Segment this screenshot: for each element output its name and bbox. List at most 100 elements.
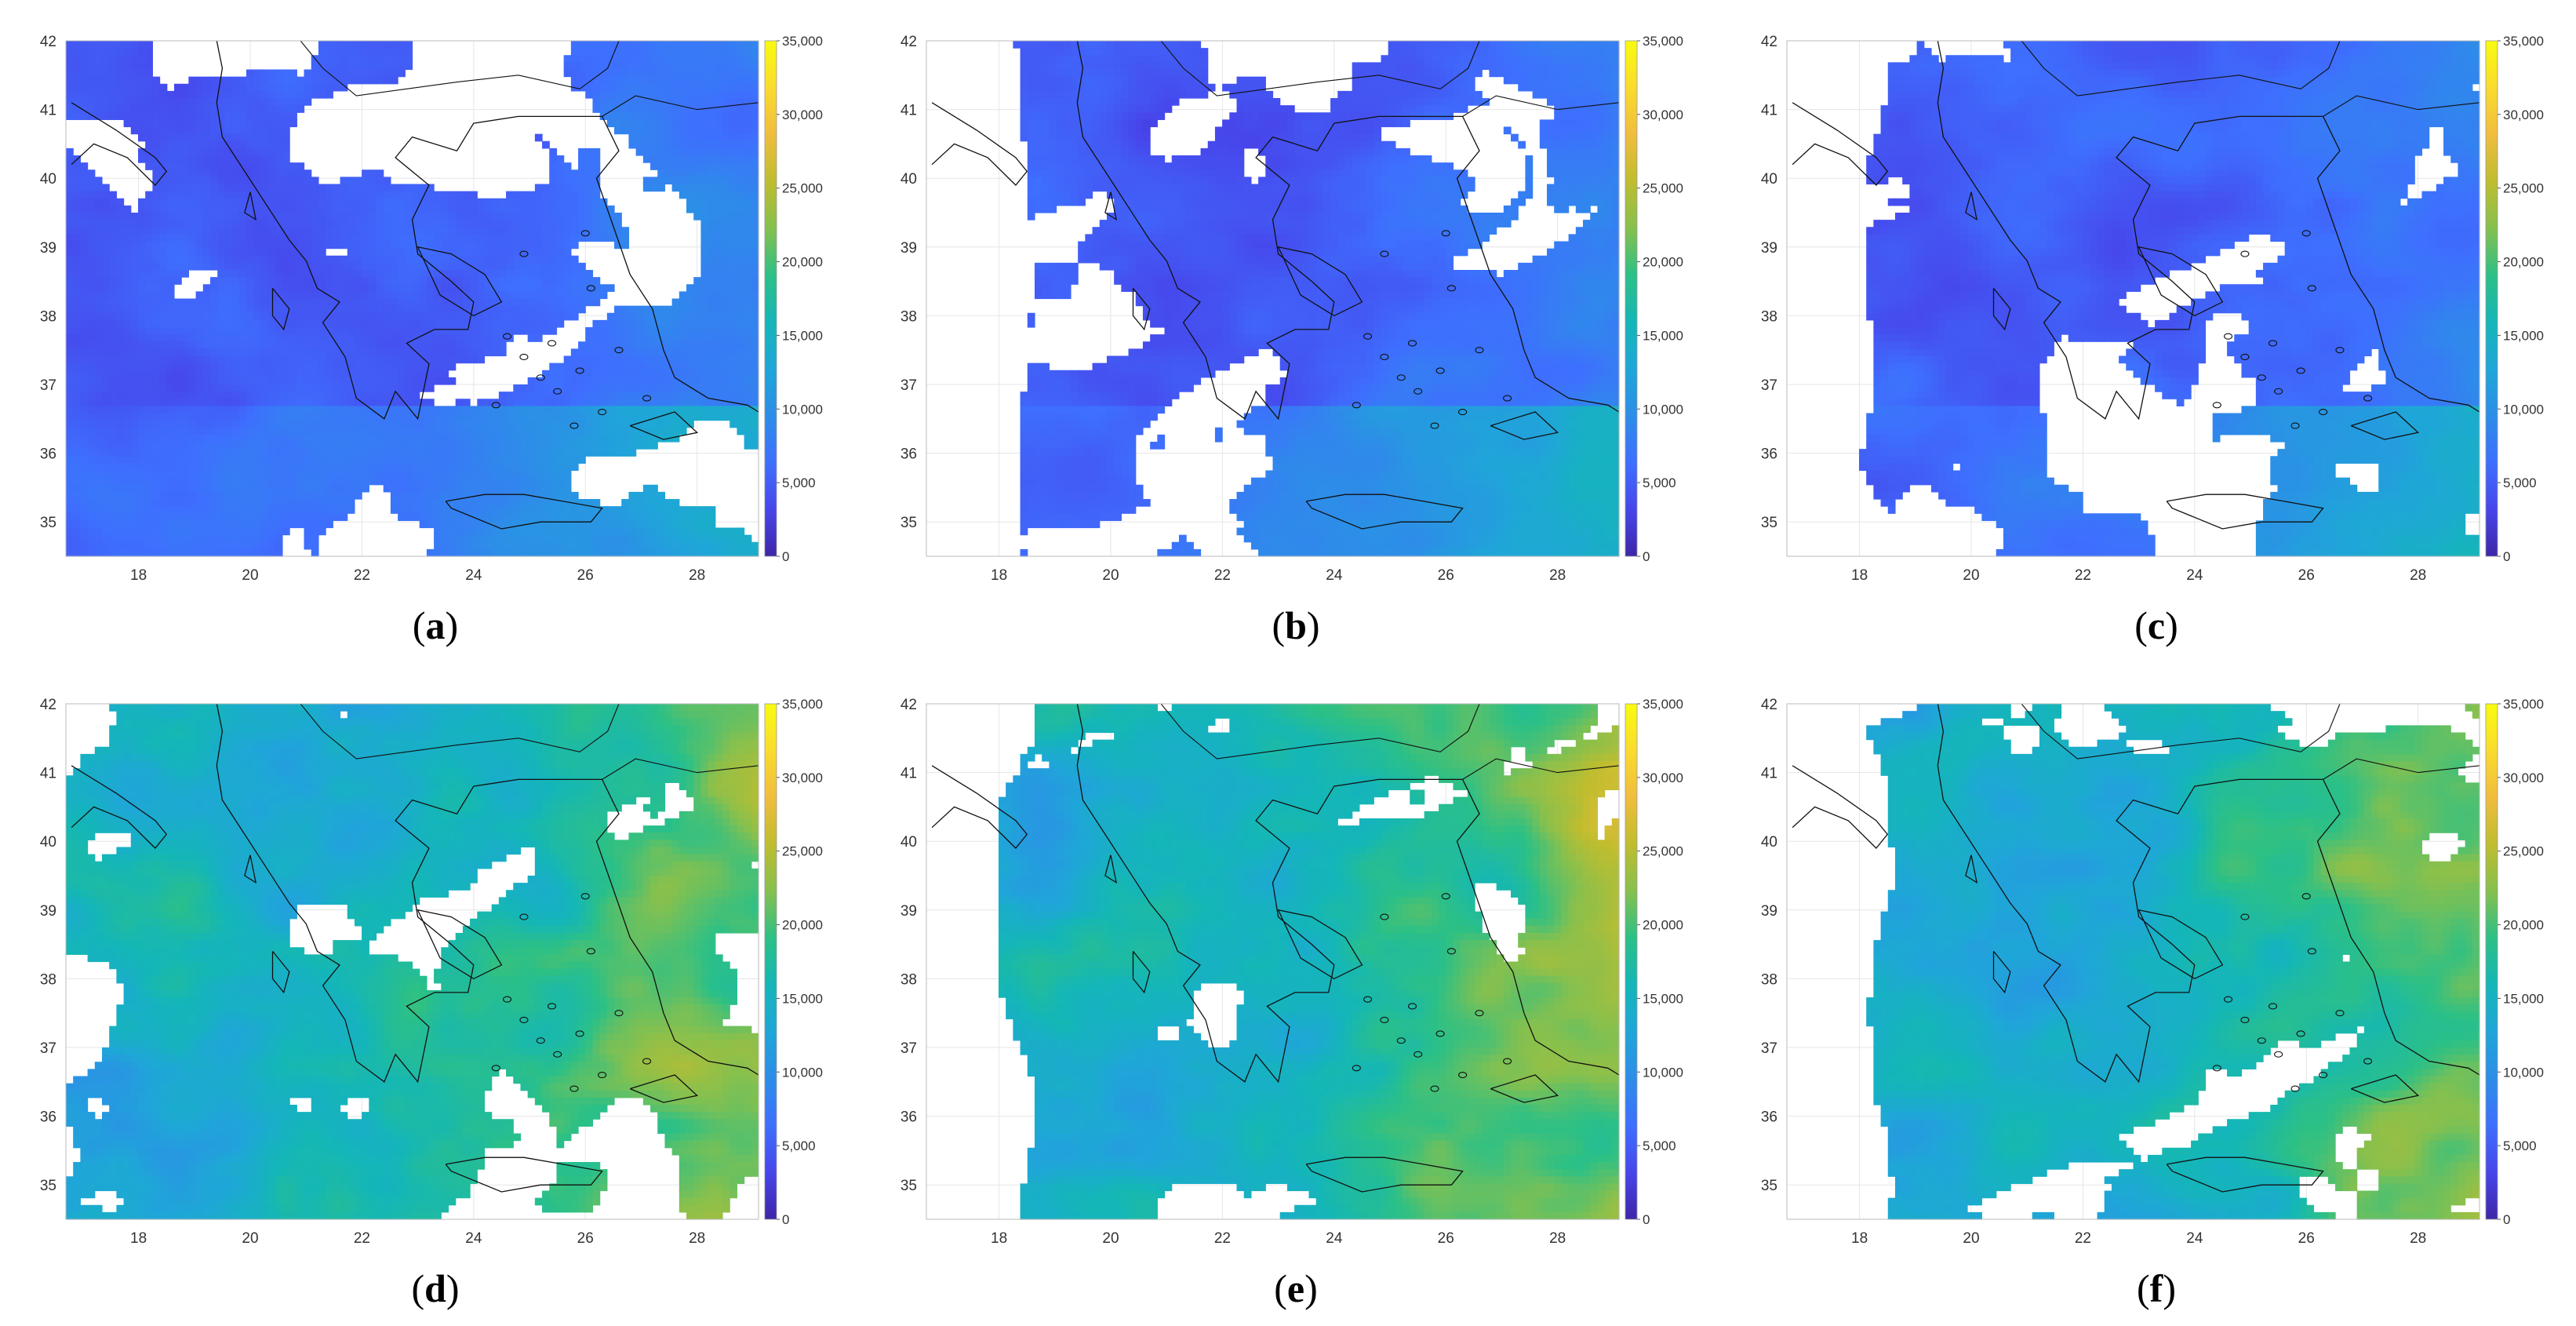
data-field [998,704,1620,1220]
colorbar-scale [1625,703,1638,1220]
coastline [1305,1157,1464,1193]
island-outline [519,1016,529,1024]
island-outline [1458,408,1468,416]
y-tick-label: 35 [40,515,56,531]
panel-caption-c: (c) [2078,603,2235,648]
country-border [1160,40,1480,97]
coastline [1965,191,1978,221]
coastline [445,1157,603,1193]
island-outline [536,1037,545,1044]
colorbar-tick-label: 5,000 [782,475,816,490]
island-outline [614,347,624,354]
coastline [1277,909,1363,980]
y-tick-label: 39 [901,903,917,920]
island-outline [1441,230,1450,237]
island-outline [580,893,590,900]
island-outline [553,1051,562,1058]
x-tick-label: 20 [1963,567,1979,584]
colorbar: 0 5,000 10,000 15,000 20,000 25,000 30,000 35,0… [764,697,823,1227]
island-outline [2274,388,2283,395]
coastline [931,765,1028,849]
country-border [300,40,620,97]
colorbar-tick-label: 20,000 [2503,255,2544,270]
coastline [271,950,290,994]
island-outline [2224,333,2233,340]
plot-frame [926,40,1620,557]
island-outline [519,913,529,920]
colorbar-tick-label: 25,000 [1643,181,1683,196]
island-outline [2274,1051,2283,1058]
colorbar-tick-label: 20,000 [1643,255,1683,270]
colorbar-tick-label: 10,000 [782,1065,823,1080]
island-outline [575,1030,584,1037]
coastline [244,854,257,884]
colorbar-tick-label: 0 [2503,1212,2510,1227]
island-outline [580,230,590,237]
island-outline [1352,1065,1361,1072]
island-outline [2290,422,2300,429]
coastline [931,102,1028,186]
colorbar-tick-label: 25,000 [2503,181,2544,196]
island-outline [642,1058,652,1065]
colorbar-tick-label: 5,000 [2503,1138,2537,1153]
data-field [1858,41,2480,557]
y-tick-label: 36 [40,446,56,463]
coastline [1937,40,2480,421]
coastline [2166,494,2324,530]
island-outline [1352,402,1361,409]
y-tick-label: 39 [901,240,917,257]
x-tick-label: 18 [130,567,147,584]
y-tick-label: 35 [40,1178,56,1194]
y-tick-label: 38 [901,971,917,988]
x-tick-label: 24 [2186,1230,2203,1247]
colorbar-tick-label: 15,000 [2503,991,2544,1006]
y-tick-label: 35 [901,1178,917,1194]
island-outline [1441,893,1450,900]
colorbar-tick-label: 5,000 [2503,475,2537,490]
coastlines [931,40,1620,530]
country-border [2323,758,2480,780]
y-tick-label: 38 [40,971,56,988]
y-tick-label: 35 [1761,1178,1777,1194]
y-tick-label: 40 [901,171,917,188]
island-outline [2290,1085,2300,1092]
island-outline [569,1085,579,1092]
coastline [1937,703,2480,1084]
x-tick-label: 20 [1963,1230,1979,1247]
coastline [71,765,168,849]
colorbar-tick-label: 30,000 [2503,770,2544,785]
y-tick-label: 38 [1761,971,1777,988]
map-plot-f: 18 20 22 24 26 28 35 36 37 38 39 40 41 42 0 5,000 10,000… [1761,697,2544,1247]
colorbar-tick-label: 15,000 [782,991,823,1006]
coastline [1965,854,1978,884]
x-tick-label: 28 [2410,567,2426,584]
island-outline [2319,408,2328,416]
island-outline [586,285,595,292]
y-tick-label: 39 [40,240,56,257]
y-tick-label: 41 [901,103,917,119]
colorbar-tick-label: 5,000 [782,1138,816,1153]
y-tick-label: 37 [1761,377,1777,394]
island-outline [2224,996,2233,1003]
colorbar-tick-label: 15,000 [1643,328,1683,343]
coastlines [1792,703,2480,1193]
map-panel-f: 18 20 22 24 26 28 35 36 37 38 39 40 41 42 0 5,000 10,000… [1721,663,2576,1326]
y-tick-label: 38 [1761,308,1777,325]
island-outline [1396,374,1406,381]
x-tick-label: 24 [465,567,482,584]
colorbar-tick-label: 30,000 [2503,107,2544,122]
coastline [1132,287,1151,331]
island-outline [2363,395,2373,402]
island-outline [1380,250,1389,257]
y-tick-label: 38 [901,308,917,325]
y-tick-label: 36 [40,1109,56,1126]
country-border [1160,703,1480,760]
colorbar-tick-label: 30,000 [782,107,823,122]
coastline [2350,1074,2420,1103]
coastline [1992,287,2011,331]
data-field [66,704,759,1220]
colorbar-tick-label: 15,000 [1643,991,1683,1006]
x-tick-label: 26 [1438,567,1454,584]
colorbar-tick-label: 35,000 [2503,34,2544,49]
island-outline [1414,388,1423,395]
